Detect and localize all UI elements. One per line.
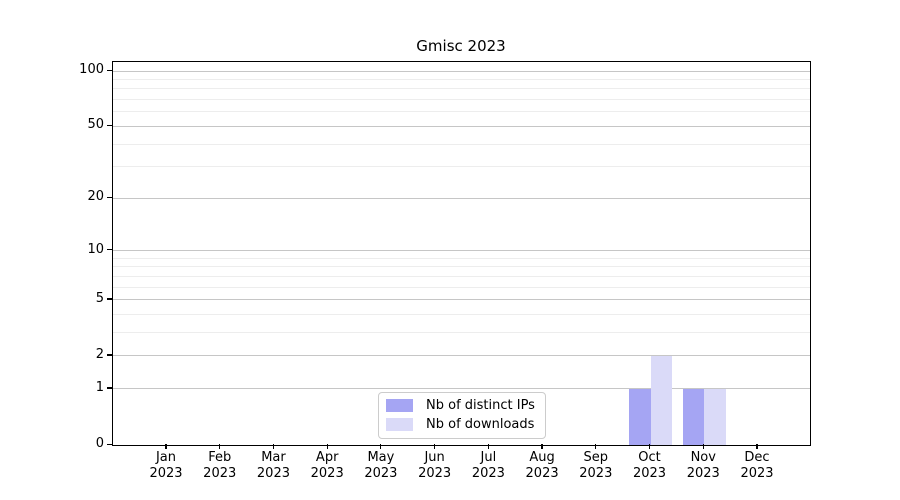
bar-downloads (704, 388, 726, 445)
y-tick-label: 1 (95, 379, 104, 395)
x-tick-mark (487, 444, 489, 449)
plot-area (112, 61, 811, 446)
gridline-minor (113, 111, 810, 113)
x-tick-label: May 2023 (364, 450, 398, 481)
gridline-major (113, 197, 810, 199)
x-tick-label: Jun 2023 (418, 450, 452, 481)
y-tick-mark (107, 354, 112, 356)
gridline-minor (113, 266, 810, 268)
y-tick-label: 100 (79, 62, 104, 78)
legend-swatch-downloads (386, 418, 413, 431)
legend-label-downloads: Nb of downloads (426, 417, 535, 432)
x-tick-mark (272, 444, 275, 449)
y-tick-label: 2 (95, 346, 104, 362)
x-tick-label: Oct 2023 (632, 450, 667, 481)
x-tick-label: Jul 2023 (471, 450, 505, 481)
y-tick-label: 20 (87, 189, 104, 205)
x-tick-label: Aug 2023 (525, 450, 559, 481)
x-tick-mark (648, 444, 651, 449)
y-tick-mark (107, 387, 112, 389)
x-tick-mark (702, 444, 704, 449)
legend-label-distinct-ips: Nb of distinct IPs (426, 398, 535, 413)
x-tick-mark (595, 444, 597, 449)
legend-swatch-distinct-ips (386, 399, 413, 412)
x-tick-mark (219, 444, 221, 449)
gridline-minor (113, 332, 810, 334)
gridline-minor (113, 143, 810, 145)
gridline-minor (113, 166, 810, 168)
x-tick-mark (434, 444, 436, 449)
legend-item-distinct-ips: Nb of distinct IPs (386, 398, 535, 413)
bar-downloads (650, 355, 673, 445)
gridline-major (113, 250, 810, 252)
gridline-major (113, 388, 810, 390)
legend-item-downloads: Nb of downloads (386, 417, 535, 432)
x-tick-label: Feb 2023 (203, 450, 237, 481)
gridline-minor (113, 79, 810, 81)
y-tick-label: 5 (95, 290, 104, 306)
y-tick-mark (107, 124, 112, 127)
gridline-major (113, 355, 810, 357)
gridline-minor (113, 276, 810, 278)
y-tick-mark (107, 443, 112, 445)
y-tick-label: 50 (87, 117, 104, 133)
x-tick-label: Dec 2023 (740, 450, 774, 481)
y-tick-mark (107, 249, 112, 251)
y-tick-label: 0 (95, 436, 104, 451)
x-tick-mark (380, 444, 382, 449)
x-tick-mark (326, 444, 328, 449)
y-tick-mark (107, 196, 112, 199)
x-tick-label: Jan 2023 (149, 450, 183, 481)
y-tick-mark (107, 69, 112, 71)
gridline-minor (113, 88, 810, 90)
gridline-major (113, 125, 810, 127)
bar-distinct-ips (682, 388, 705, 445)
x-tick-mark (541, 444, 543, 449)
legend: Nb of distinct IPs Nb of downloads (378, 392, 546, 439)
x-tick-mark (756, 444, 758, 449)
x-tick-label: Nov 2023 (686, 450, 720, 481)
gridline-minor (113, 99, 810, 101)
chart-title: Gmisc 2023 (416, 37, 506, 55)
gridline-minor (113, 286, 810, 288)
y-tick-mark (107, 298, 112, 300)
y-tick-label: 10 (87, 241, 104, 257)
gridline-major (113, 70, 810, 72)
x-tick-label: Apr 2023 (310, 450, 344, 481)
gridline-minor (113, 314, 810, 316)
bar-distinct-ips (629, 388, 651, 445)
gridline-minor (113, 257, 810, 259)
x-tick-mark (165, 444, 167, 449)
x-tick-label: Sep 2023 (579, 450, 613, 481)
gridline-major (113, 299, 810, 301)
x-tick-label: Mar 2023 (256, 450, 290, 481)
